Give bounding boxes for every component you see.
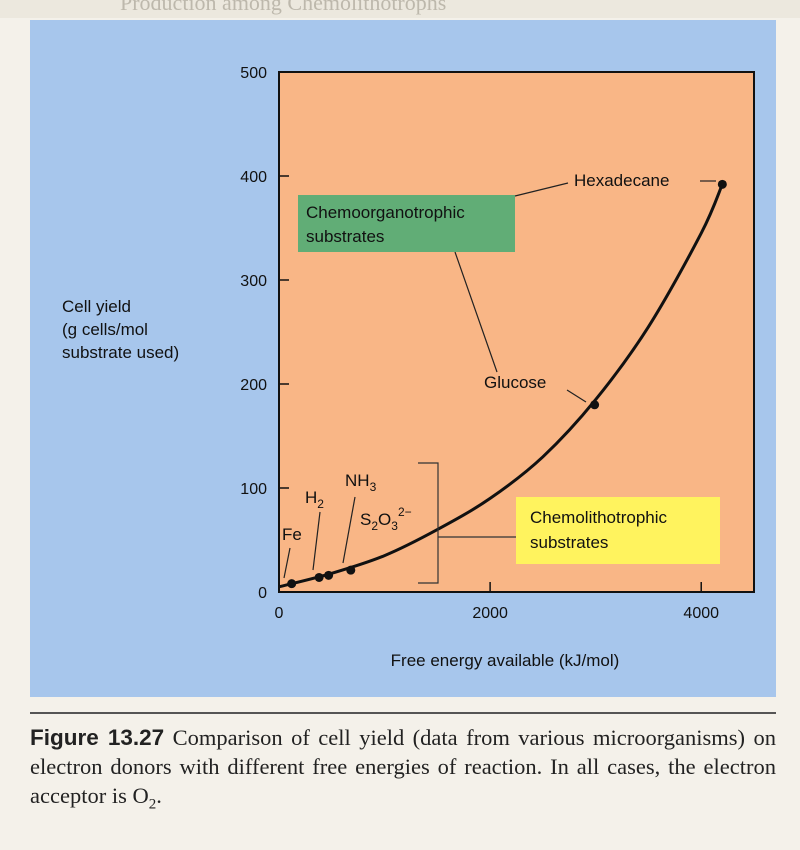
point-label-text: Fe xyxy=(282,525,302,544)
figure-caption: Figure 13.27 Comparison of cell yield (d… xyxy=(30,723,776,820)
top-strip: Production among Chemolithotrophs xyxy=(0,0,800,18)
point-label-subscript: 3 xyxy=(370,480,377,494)
caption-rule xyxy=(30,712,776,714)
x-tick-label: 2000 xyxy=(472,605,508,622)
y-tick-label: 200 xyxy=(240,377,267,394)
chemolithotrophic-label-line2: substrates xyxy=(530,533,608,552)
point-label-text: NH xyxy=(345,471,370,490)
caption-o2-subscript: 2 xyxy=(148,796,157,813)
organo-to-hexadecane-connector xyxy=(514,182,569,197)
thiosulfate-sub2: 3 xyxy=(391,519,398,533)
y-tick-label: 100 xyxy=(240,481,267,498)
point-label: Hexadecane xyxy=(574,171,669,190)
y-tick-label: 0 xyxy=(258,585,267,602)
point-label: H2 xyxy=(305,488,324,511)
x-tick-label: 4000 xyxy=(683,605,719,622)
point-label-subscript: 2 xyxy=(317,497,324,511)
y-axis-label-line3: substrate used) xyxy=(62,343,179,362)
header-ghost-text: Production among Chemolithotrophs xyxy=(120,0,447,15)
data-point xyxy=(717,179,727,189)
point-label: Fe xyxy=(282,525,302,544)
x-tick-label: 0 xyxy=(275,605,284,622)
point-label-connector xyxy=(283,547,291,579)
y-tick-label: 300 xyxy=(240,273,267,290)
figure-number: Figure 13.27 xyxy=(30,725,165,750)
organo-to-glucose-connector xyxy=(454,251,498,373)
yield-curve xyxy=(278,183,724,589)
data-point xyxy=(590,400,600,410)
point-label-text: H xyxy=(305,488,317,507)
chemoorganotrophic-label-line1: Chemoorganotrophic xyxy=(306,203,465,222)
point-label: Glucose xyxy=(484,373,546,392)
point-label-connector xyxy=(312,511,321,571)
data-point xyxy=(324,570,334,580)
data-point xyxy=(346,565,356,575)
thiosulfate-sup: 2− xyxy=(398,505,412,519)
thiosulfate-sub1: 2 xyxy=(371,519,378,533)
chemoorganotrophic-label-line2: substrates xyxy=(306,227,384,246)
data-point xyxy=(287,579,297,589)
chemolithotrophic-box xyxy=(516,497,720,564)
thiosulfate-s: S xyxy=(360,510,371,529)
point-label-connector xyxy=(342,496,356,564)
y-axis-label-line2: (g cells/mol xyxy=(62,320,148,339)
data-point xyxy=(314,572,324,582)
caption-text: Comparison of cell yield (data from vari… xyxy=(30,725,776,808)
caption-period: . xyxy=(156,783,162,808)
chemolithotrophic-label-line1: Chemolithotrophic xyxy=(530,508,668,527)
x-axis-label: Free energy available (kJ/mol) xyxy=(391,651,620,670)
thiosulfate-label: S2O32− xyxy=(360,505,412,533)
point-label-text: Glucose xyxy=(484,373,546,392)
point-label: NH3 xyxy=(345,471,377,494)
point-label-text: Hexadecane xyxy=(574,171,669,190)
y-axis-label-line1: Cell yield xyxy=(62,297,131,316)
point-label-connector xyxy=(566,389,587,403)
thiosulfate-o: O xyxy=(378,510,391,529)
y-tick-label: 500 xyxy=(240,65,267,82)
chemoorganotrophic-box xyxy=(298,195,515,252)
lithotroph-bracket xyxy=(418,462,516,584)
y-tick-label: 400 xyxy=(240,169,267,186)
